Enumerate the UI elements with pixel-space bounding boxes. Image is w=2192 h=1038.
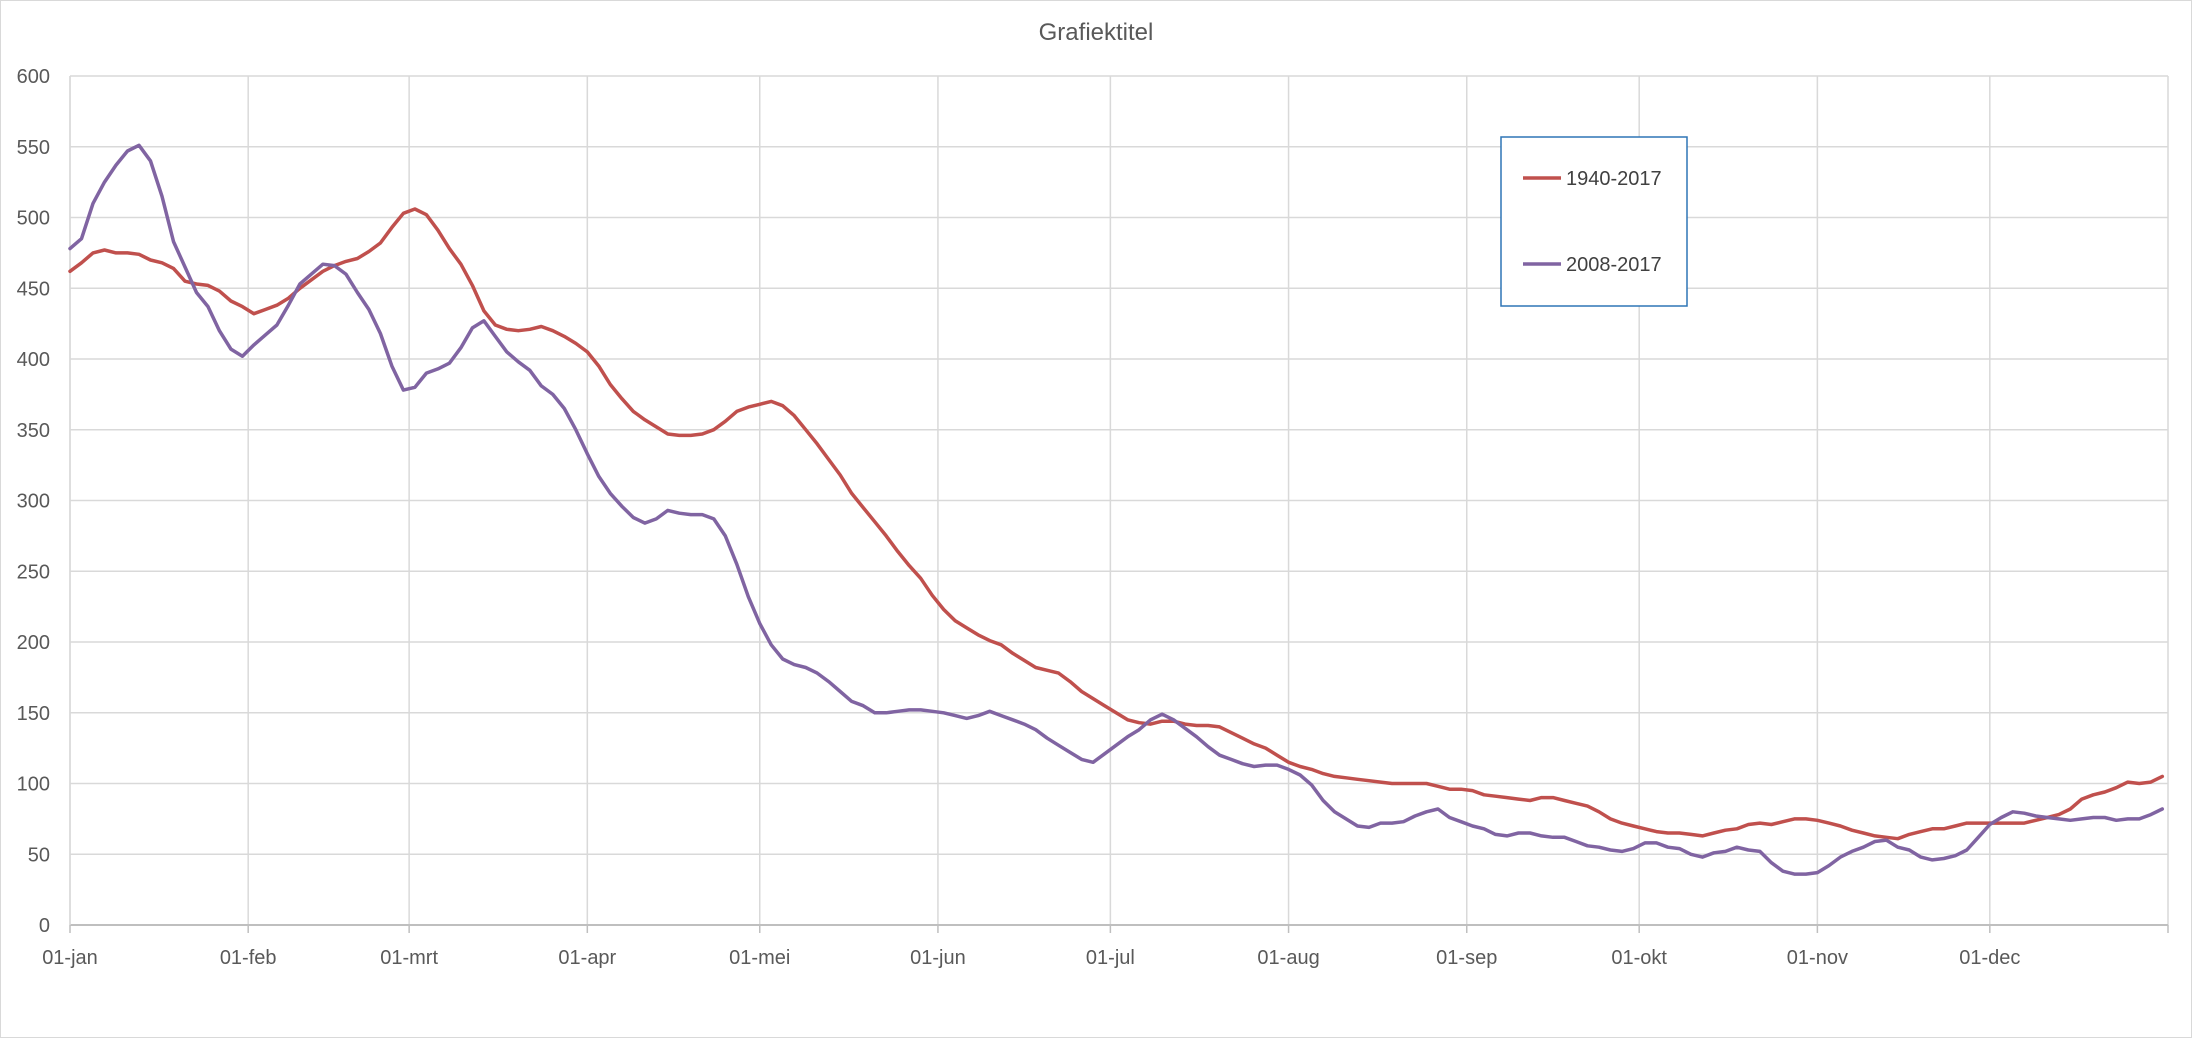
y-tick-label: 0 bbox=[39, 915, 50, 937]
x-tick-label: 01-jan bbox=[42, 947, 98, 969]
y-tick-label: 200 bbox=[17, 632, 50, 654]
series-lines bbox=[68, 143, 2165, 876]
y-tick-label: 400 bbox=[17, 349, 50, 371]
axes: 0 50 100 150 200 250 300 350 400 450 500 550 600 01-j… bbox=[17, 66, 2169, 969]
x-tick-label: 01-mei bbox=[729, 947, 790, 969]
legend: 1940-2017 2008-2017 bbox=[1500, 136, 1688, 307]
y-tick-label: 500 bbox=[17, 208, 50, 230]
y-tick-label: 350 bbox=[17, 420, 50, 442]
legend-label: 2008-2017 bbox=[1566, 254, 1662, 276]
x-tick-label: 01-dec bbox=[1959, 947, 2020, 969]
series-line-2008-2017 bbox=[68, 143, 2165, 876]
gridlines bbox=[69, 75, 2169, 926]
y-tick-label: 450 bbox=[17, 278, 50, 300]
x-tick-label: 01-nov bbox=[1787, 947, 1848, 969]
y-tick-label: 300 bbox=[17, 491, 50, 513]
y-tick-label: 50 bbox=[28, 844, 50, 866]
legend-label: 1940-2017 bbox=[1566, 168, 1662, 190]
x-tick-label: 01-feb bbox=[220, 947, 277, 969]
legend-box bbox=[1500, 136, 1688, 307]
x-tick-label: 01-sep bbox=[1436, 947, 1497, 969]
x-tick-label: 01-jun bbox=[910, 947, 966, 969]
chart-title: Grafiektitel bbox=[1039, 19, 1154, 46]
x-tick-label: 01-jul bbox=[1086, 947, 1135, 969]
x-tick-label: 01-apr bbox=[558, 947, 616, 969]
series-line-1940-2017 bbox=[68, 207, 2165, 841]
y-tick-label: 150 bbox=[17, 703, 50, 725]
x-tick-label: 01-aug bbox=[1257, 947, 1319, 969]
y-tick-label: 100 bbox=[17, 774, 50, 796]
y-tick-label: 600 bbox=[17, 66, 50, 88]
x-tick-label: 01-okt bbox=[1611, 947, 1667, 969]
y-tick-label: 250 bbox=[17, 561, 50, 583]
x-tick-label: 01-mrt bbox=[380, 947, 438, 969]
y-tick-label: 550 bbox=[17, 137, 50, 159]
